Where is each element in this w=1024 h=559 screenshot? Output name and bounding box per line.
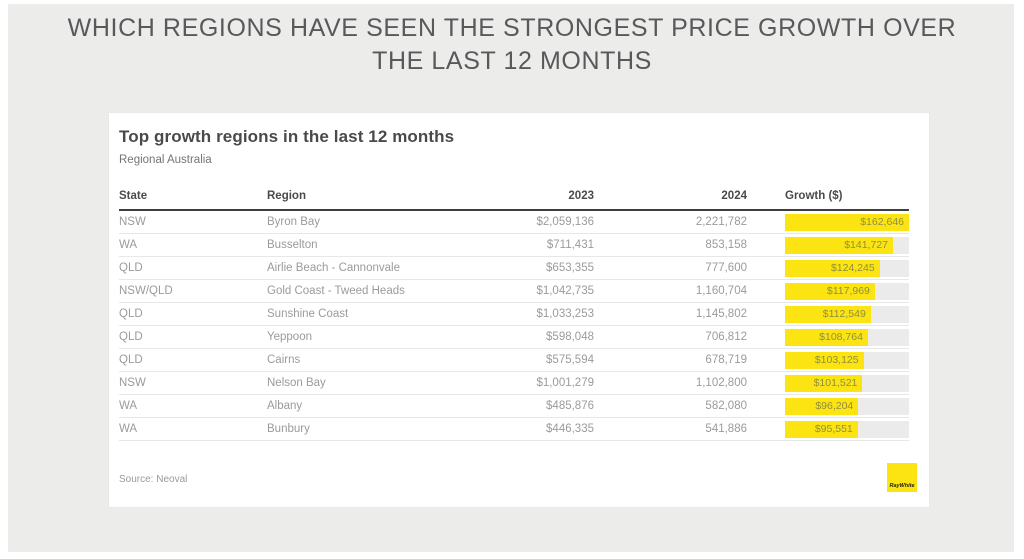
growth-bar: $108,764 [785, 328, 868, 346]
cell-2023: $2,059,136 [536, 216, 594, 228]
cell-2023: $485,876 [546, 400, 594, 412]
cell-2024: 1,160,704 [695, 285, 747, 297]
cell-state: QLD [119, 354, 143, 366]
table-body: NSW Byron Bay $2,059,136 2,221,782 $162,646 W… [119, 211, 909, 441]
cell-2024: 582,080 [705, 400, 747, 412]
table-row: NSW Byron Bay $2,059,136 2,221,782 $162,646 [119, 211, 909, 234]
cell-2023: $1,033,253 [536, 308, 594, 320]
cell-region: Gold Coast - Tweed Heads [267, 285, 405, 297]
table-row: WA Bunbury $446,335 541,886 $95,551 [119, 418, 909, 441]
cell-2023: $598,048 [546, 331, 594, 343]
table-row: WA Albany $485,876 582,080 $96,204 [119, 395, 909, 418]
page-title: WHICH REGIONS HAVE SEEN THE STRONGEST PR… [0, 12, 1024, 77]
chart-card-inner: Top growth regions in the last 12 months… [109, 113, 929, 507]
cell-growth: $141,727 [785, 236, 909, 254]
growth-bar-track: $162,646 [785, 213, 909, 231]
cell-region: Byron Bay [267, 216, 321, 228]
growth-bar: $103,125 [785, 351, 864, 369]
cell-growth: $112,549 [785, 305, 909, 323]
growth-bar-track: $112,549 [785, 305, 909, 323]
cell-growth: $103,125 [785, 351, 909, 369]
growth-bar-track: $141,727 [785, 236, 909, 254]
cell-2023: $575,594 [546, 354, 594, 366]
cell-2024: 678,719 [705, 354, 747, 366]
cell-2023: $653,355 [546, 262, 594, 274]
column-header-region: Region [267, 190, 306, 202]
cell-region: Sunshine Coast [267, 308, 349, 320]
table-header-row: State Region 2023 2024 Growth ($) [119, 190, 909, 211]
cell-2023: $711,431 [546, 239, 594, 251]
cell-2024: 1,102,800 [695, 377, 747, 389]
cell-growth: $96,204 [785, 397, 909, 415]
table-row: QLD Sunshine Coast $1,033,253 1,145,802 $112… [119, 303, 909, 326]
column-header-state: State [119, 190, 148, 202]
table-row: QLD Yeppoon $598,048 706,812 $108,764 [119, 326, 909, 349]
growth-bar-track: $124,245 [785, 259, 909, 277]
cell-2024: 2,221,782 [695, 216, 747, 228]
growth-bar: $112,549 [785, 305, 871, 323]
cell-state: WA [119, 239, 138, 251]
page-title-line1: WHICH REGIONS HAVE SEEN THE STRONGEST PR… [67, 14, 957, 42]
cell-2024: 777,600 [705, 262, 747, 274]
growth-table: State Region 2023 2024 Growth ($) NSW Byr… [119, 190, 909, 441]
column-header-2024: 2024 [721, 190, 747, 202]
table-row: QLD Cairns $575,594 678,719 $103,125 [119, 349, 909, 372]
growth-bar-track: $95,551 [785, 420, 909, 438]
card-subtitle: Regional Australia [119, 154, 212, 166]
raywhite-logo: RayWhite [887, 463, 917, 492]
growth-bar: $117,969 [785, 282, 875, 300]
cell-growth: $124,245 [785, 259, 909, 277]
cell-2024: 853,158 [705, 239, 747, 251]
column-header-2023: 2023 [568, 190, 594, 202]
cell-region: Yeppoon [267, 331, 312, 343]
source-note: Source: Neoval [119, 474, 188, 485]
growth-bar: $96,204 [785, 397, 859, 415]
cell-state: WA [119, 423, 138, 435]
growth-bar-track: $101,521 [785, 374, 909, 392]
cell-2024: 1,145,802 [695, 308, 747, 320]
growth-bar-track: $96,204 [785, 397, 909, 415]
cell-state: NSW [119, 216, 146, 228]
cell-2023: $1,042,735 [536, 285, 594, 297]
cell-state: QLD [119, 308, 143, 320]
cell-growth: $117,969 [785, 282, 909, 300]
cell-region: Albany [267, 400, 303, 412]
cell-state: NSW [119, 377, 146, 389]
cell-region: Airlie Beach - Cannonvale [267, 262, 400, 274]
growth-bar-track: $103,125 [785, 351, 909, 369]
cell-state: NSW/QLD [119, 285, 173, 297]
cell-region: Cairns [267, 354, 301, 366]
table-row: NSW Nelson Bay $1,001,279 1,102,800 $101,521 [119, 372, 909, 395]
cell-growth: $162,646 [785, 213, 909, 231]
cell-region: Busselton [267, 239, 318, 251]
cell-state: QLD [119, 262, 143, 274]
cell-2023: $1,001,279 [536, 377, 594, 389]
growth-bar: $162,646 [785, 213, 909, 231]
table-row: NSW/QLD Gold Coast - Tweed Heads $1,042,73… [119, 280, 909, 303]
cell-state: QLD [119, 331, 143, 343]
column-header-growth: Growth ($) [785, 190, 843, 202]
growth-bar-track: $117,969 [785, 282, 909, 300]
growth-bar: $95,551 [785, 420, 858, 438]
cell-region: Bunbury [267, 423, 310, 435]
growth-bar: $101,521 [785, 374, 863, 392]
raywhite-logo-text: RayWhite [889, 483, 915, 489]
cell-region: Nelson Bay [267, 377, 326, 389]
page-title-line2: THE LAST 12 MONTHS [372, 46, 652, 75]
cell-state: WA [119, 400, 138, 412]
cell-growth: $95,551 [785, 420, 909, 438]
growth-bar-track: $108,764 [785, 328, 909, 346]
cell-2023: $446,335 [546, 423, 594, 435]
chart-card: Top growth regions in the last 12 months… [108, 112, 930, 508]
cell-growth: $101,521 [785, 374, 909, 392]
cell-growth: $108,764 [785, 328, 909, 346]
table-row: WA Busselton $711,431 853,158 $141,727 [119, 234, 909, 257]
cell-2024: 706,812 [705, 331, 747, 343]
growth-bar: $141,727 [785, 236, 893, 254]
table-row: QLD Airlie Beach - Cannonvale $653,355 777,… [119, 257, 909, 280]
growth-bar: $124,245 [785, 259, 880, 277]
cell-2024: 541,886 [705, 423, 747, 435]
card-title: Top growth regions in the last 12 months [119, 127, 455, 146]
